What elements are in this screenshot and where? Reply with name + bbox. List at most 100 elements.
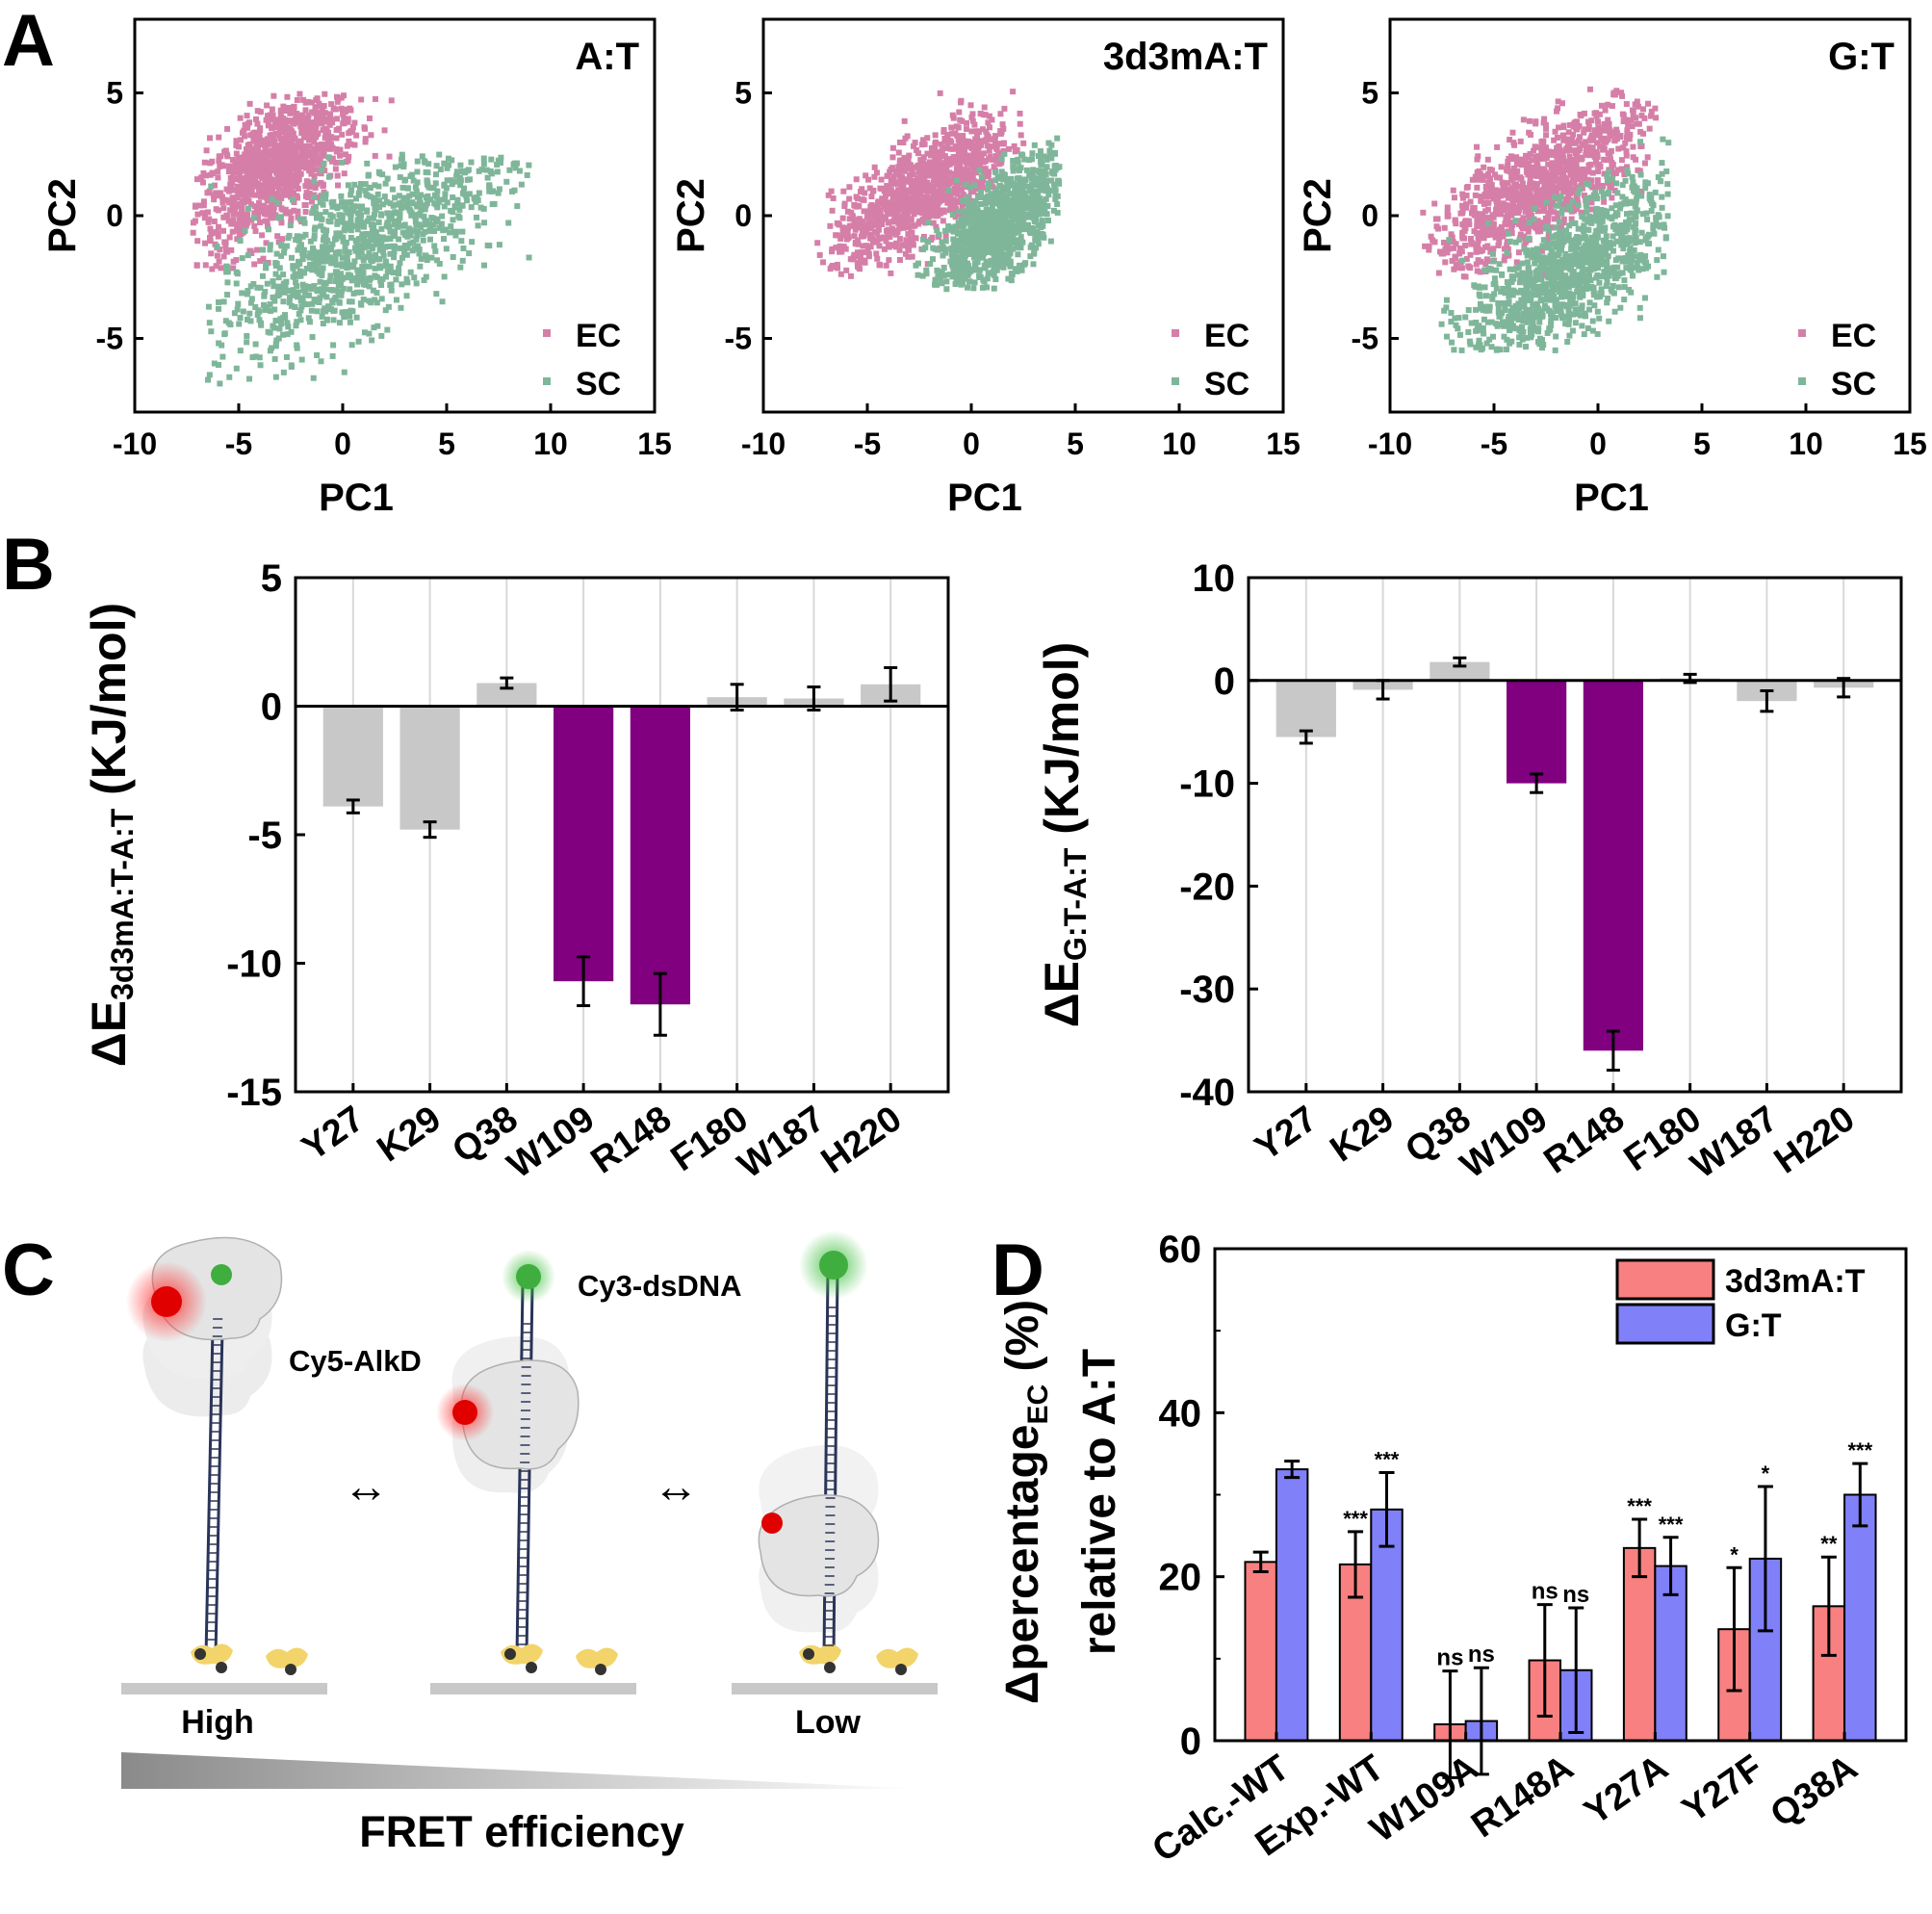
scatter-point [877,185,884,192]
scatter-point [997,128,1004,135]
scatter-point [255,215,262,221]
series-sc-points [205,151,532,387]
scatter-point [291,104,297,111]
scatter-point [910,192,916,198]
scatter-point [345,259,351,266]
scatter-point [250,145,257,152]
scatter-point [456,215,463,221]
scatter-point [1018,234,1024,241]
scatter-point [253,141,260,147]
scatter-point [242,220,248,226]
x-tick-label: -10 [741,427,786,461]
scatter-point [368,132,374,139]
scatter-point [1520,116,1527,123]
scatter-point [953,227,960,234]
scatter-point [1474,184,1481,191]
scatter-point [229,157,236,164]
scatter-point [423,273,429,280]
scatter-point [928,144,935,151]
scatter-point [951,239,958,246]
scatter-point [364,218,371,224]
scatter-point [1492,233,1499,240]
scatter-point [383,273,390,280]
scatter-point [435,198,442,205]
scatter-point [336,125,343,132]
scatter-point [968,128,975,135]
scatter-point [288,215,295,221]
scatter-point [349,275,356,282]
scatter-point [235,190,242,196]
scatter-point [216,158,222,165]
scatter-point [1543,174,1550,181]
scatter-point [1467,235,1474,242]
scatter-point [962,269,968,275]
scatter-point [976,226,983,233]
scatter-point [261,202,268,209]
scatter-point [1516,204,1523,211]
scatter-point [1003,254,1010,261]
scatter-point [889,154,896,161]
scatter-point [290,173,296,180]
scatter-point [464,176,471,183]
scatter-point [440,236,447,243]
scatter-point [1481,215,1487,221]
scatter-point [311,283,318,290]
scatter-point [322,306,328,313]
scatter-point [863,243,870,249]
scatter-point [1624,130,1631,137]
scatter-point [388,97,395,104]
scatter-point [265,226,271,233]
scatter-point [1517,138,1524,144]
scatter-point [1593,110,1600,116]
scatter-point [222,248,229,255]
scatter-point [939,271,945,277]
scatter-point [1486,167,1493,173]
scatter-point [1518,196,1525,203]
scatter-point [303,301,310,308]
scatter-point [218,190,224,196]
scatter-point [1543,193,1550,199]
scatter-point [443,246,450,252]
scatter-point [1436,248,1443,255]
scatter-point [442,196,449,203]
legend-swatch [1172,377,1179,385]
scatter-point [1008,271,1015,277]
scatter-point [306,127,313,134]
scatter-point [364,193,371,199]
scatter-point [1489,214,1496,220]
scatter-point [988,271,994,277]
scatter-point [972,224,979,231]
scatter-point [316,255,322,262]
scatter-point [991,285,997,292]
scatter-point [944,174,951,181]
scatter-point [245,158,251,165]
scatter-point [385,244,392,250]
scatter-point [496,242,502,248]
scatter-point [863,224,869,231]
scatter-point [1430,237,1436,244]
scatter-point [324,246,331,253]
scatter-point [400,194,407,201]
scatter-point [430,221,437,228]
scatter-point [321,142,327,148]
scatter-point [505,220,512,226]
scatter-point [1449,234,1455,241]
scatter-point [1504,239,1510,246]
scatter-point [286,171,293,178]
scatter-point [370,287,376,294]
scatter-point [851,233,858,240]
scatter-point [899,242,906,248]
scatter-point [327,272,334,279]
scatter-point [260,246,267,253]
scatter-point [400,161,407,168]
scatter-point [369,246,375,252]
scatter-point [273,260,280,267]
scatter-point [390,210,397,217]
scatter-point [268,135,274,142]
scatter-point [1490,227,1497,234]
scatter-point [311,232,318,239]
scatter-point [292,142,298,149]
scatter-point [917,160,924,167]
scatter-point [311,178,318,185]
scatter-point [252,161,259,168]
